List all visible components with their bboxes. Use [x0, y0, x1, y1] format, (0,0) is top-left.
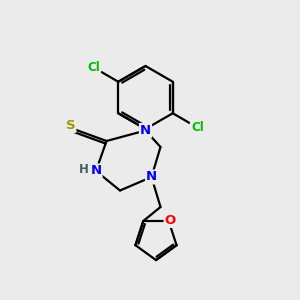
- Text: N: N: [90, 164, 102, 178]
- Text: N: N: [146, 170, 157, 184]
- Text: N: N: [140, 124, 151, 137]
- Text: O: O: [165, 214, 176, 227]
- Text: Cl: Cl: [87, 61, 100, 74]
- Text: Cl: Cl: [191, 121, 204, 134]
- Text: H: H: [79, 163, 88, 176]
- Text: S: S: [66, 119, 75, 132]
